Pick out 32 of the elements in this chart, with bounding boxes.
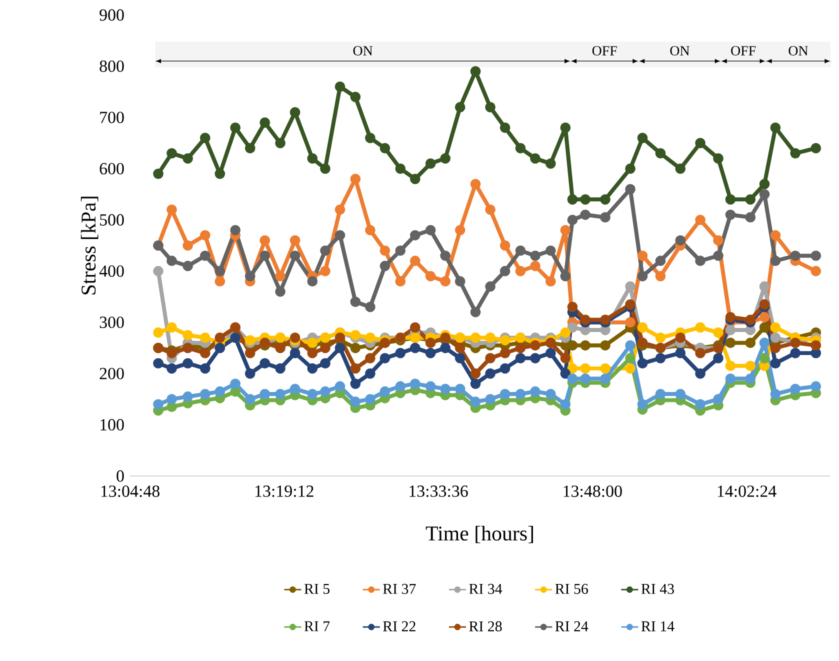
legend-label: RI 5	[304, 584, 330, 594]
legend-label: RI 14	[641, 621, 674, 632]
band-label: OFF	[731, 46, 756, 56]
y-axis-title: Stress [kPa]	[80, 196, 98, 294]
y-tick-label: 600	[100, 162, 124, 174]
legend-label: RI 7	[304, 621, 330, 632]
x-tick-label: 13:19:12	[256, 486, 314, 497]
x-tick-label: 13:33:36	[410, 486, 468, 497]
band-label: ON	[788, 46, 808, 56]
y-tick-label: 400	[99, 265, 124, 277]
x-tick-label: 13:04:48	[101, 486, 160, 498]
legend-label: RI 22	[383, 621, 416, 632]
y-tick-label: 300	[100, 316, 124, 328]
legend-label: RI 56	[555, 584, 588, 594]
x-tick-label: 14:02:24	[718, 486, 776, 498]
y-tick-label: 900	[100, 9, 124, 21]
legend-label: RI 34	[469, 584, 502, 594]
legend-label: RI 37	[383, 584, 416, 594]
y-tick-label: 0	[116, 470, 124, 482]
x-axis-title: Time [hours]	[426, 526, 533, 544]
legend-label: RI 43	[641, 584, 674, 594]
y-tick-label: 500	[100, 214, 124, 226]
band-label: ON	[353, 46, 373, 56]
legend-label: RI 24	[555, 621, 588, 632]
legend-label: RI 28	[469, 621, 502, 632]
y-tick-label: 200	[100, 368, 124, 380]
x-tick-label: 13:48:00	[564, 486, 622, 498]
band-label: OFF	[592, 46, 617, 56]
y-tick-label: 700	[100, 112, 124, 124]
y-tick-label: 100	[100, 419, 124, 430]
band-label: ON	[670, 46, 690, 56]
y-tick-label: 800	[100, 60, 124, 72]
